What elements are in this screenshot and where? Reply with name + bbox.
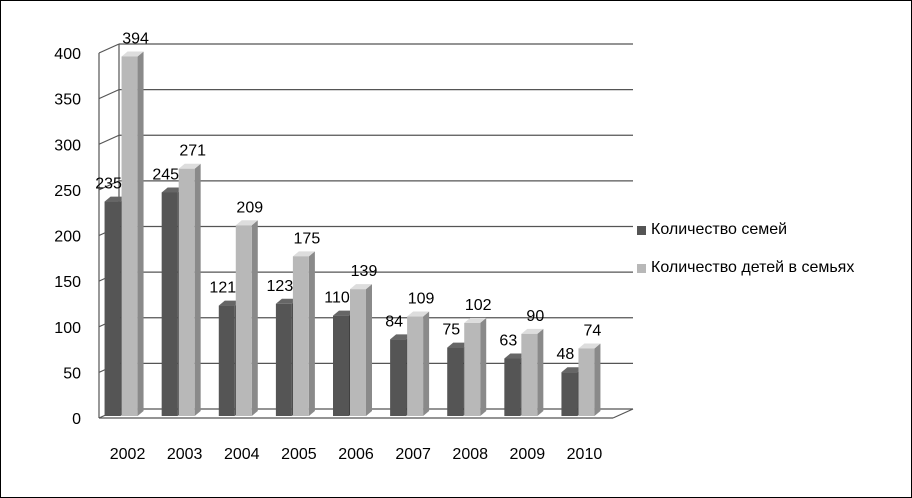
x-tick-label: 2007 [395,446,431,463]
bar-top-families [333,310,355,316]
gridline-side [98,89,120,100]
bar-families [504,358,521,416]
bar-children [350,289,366,416]
bar-children [178,168,195,416]
x-tick-label: 2010 [567,446,603,463]
bar-top-children [292,251,315,257]
y-tick-label: 200 [54,229,81,246]
data-label: 121 [209,280,236,297]
bar-top-children [578,343,601,349]
bar-families [275,303,292,416]
bar-families [104,201,121,416]
bar-top-children [350,284,372,290]
bar-top-families [104,196,127,202]
y-tick-label: 100 [54,320,81,337]
bar-top-children [178,163,201,169]
y-tick-label: 250 [54,183,81,200]
x-tick-label: 2009 [510,446,546,463]
data-label: 48 [557,346,575,363]
bar-side-children [251,220,258,416]
bar-children [464,322,481,416]
bar-side-children [137,51,144,416]
data-label: 109 [408,291,435,308]
legend: Количество семей Количество детей в семь… [637,219,854,295]
bar-children [235,225,252,416]
y-tick-label: 0 [72,411,81,428]
data-label: 235 [95,176,122,193]
bar-top-children [235,220,258,226]
legend-swatch-children [637,263,646,273]
legend-label-families: Количество семей [651,221,788,238]
bar-side-children [308,251,315,416]
bar-top-children [521,328,544,334]
bar-families [161,192,178,416]
y-tick-label: 150 [54,274,81,291]
bar-families [218,305,235,416]
data-label: 84 [385,313,403,330]
bar-top-families [504,353,527,359]
gridline-side [98,134,120,145]
legend-item-families: Количество семей [637,219,854,241]
data-label: 245 [152,166,179,183]
gridline-side [98,180,120,191]
bar-top-children [121,51,144,57]
bar-top-families [218,300,241,306]
data-label: 394 [122,30,149,47]
x-tick-label: 2002 [110,446,146,463]
bar-families [447,347,464,416]
bar-children [521,333,538,416]
y-tick-label: 400 [54,46,81,63]
bar-top-families [447,342,470,348]
bar-side-children [366,284,372,416]
bar-top-children [464,317,487,323]
x-tick-label: 2003 [167,446,203,463]
data-label: 139 [351,263,378,280]
floor-right-edge [612,408,634,419]
bar-top-children [407,311,430,317]
data-label: 123 [267,278,294,295]
x-tick-label: 2005 [281,446,317,463]
data-label: 271 [179,143,206,160]
bar-families [390,339,407,416]
x-tick-label: 2008 [452,446,488,463]
y-tick-label: 50 [63,365,81,382]
y-tick-label: 350 [54,92,81,109]
gridline-side [98,43,120,54]
bar-top-families [161,187,184,193]
bar-side-children [480,317,487,416]
data-label: 110 [324,290,350,307]
bar-top-families [390,334,413,340]
x-tick-label: 2004 [224,446,260,463]
data-label: 63 [499,333,517,350]
bar-families [333,315,349,416]
bar-top-families [561,367,584,373]
data-label: 102 [465,297,492,314]
legend-item-children: Количество детей в семьях [637,257,854,279]
legend-swatch-families [637,225,646,235]
bar-top-families [275,298,298,304]
bar-children [578,348,595,416]
y-tick-label: 300 [54,137,81,154]
bar-children [292,256,309,416]
bar-side-children [594,343,601,416]
x-tick-label: 2006 [338,446,374,463]
data-label: 175 [294,230,321,247]
data-label: 90 [526,308,544,325]
data-label: 75 [442,322,460,339]
data-label: 209 [236,199,263,216]
bar-side-children [423,311,430,416]
bar-children [121,56,138,416]
bar-side-children [537,328,544,416]
bar-children [407,316,424,416]
data-label: 74 [584,322,602,339]
bar-side-children [194,163,201,416]
bar-families [561,372,578,416]
legend-label-children: Количество детей в семьях [651,259,855,276]
